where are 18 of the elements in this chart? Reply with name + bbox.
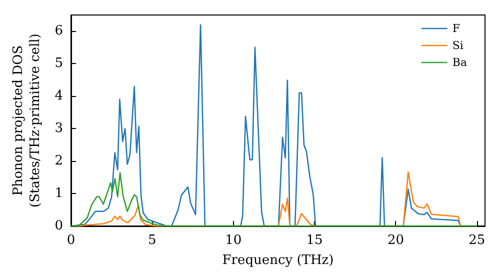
legend-label: F xyxy=(452,22,460,35)
y-axis-title: Phonon projected DOS (States/THz·primitive cell) xyxy=(10,33,43,208)
legend-label: Ba xyxy=(452,56,468,69)
y-tick-label: 4 xyxy=(54,88,63,104)
x-tick-label: 5 xyxy=(148,233,156,248)
x-tick-label: 25 xyxy=(468,233,486,248)
x-tick-label: 0 xyxy=(66,233,76,248)
x-axis-title: Frequency (THz) xyxy=(222,252,334,268)
legend-label: Si xyxy=(452,39,464,52)
y-tick-label: 5 xyxy=(54,56,63,72)
y-tick-label: 2 xyxy=(54,154,63,169)
x-tick-label: 20 xyxy=(387,233,404,248)
y-tick-label: 0 xyxy=(54,218,63,234)
y-tick-label: 1 xyxy=(54,186,63,202)
y-tick-label: 6 xyxy=(54,24,63,39)
x-tick-label: 15 xyxy=(306,233,323,248)
x-tick-label: 10 xyxy=(225,233,242,248)
y-tick-label: 3 xyxy=(54,121,63,136)
